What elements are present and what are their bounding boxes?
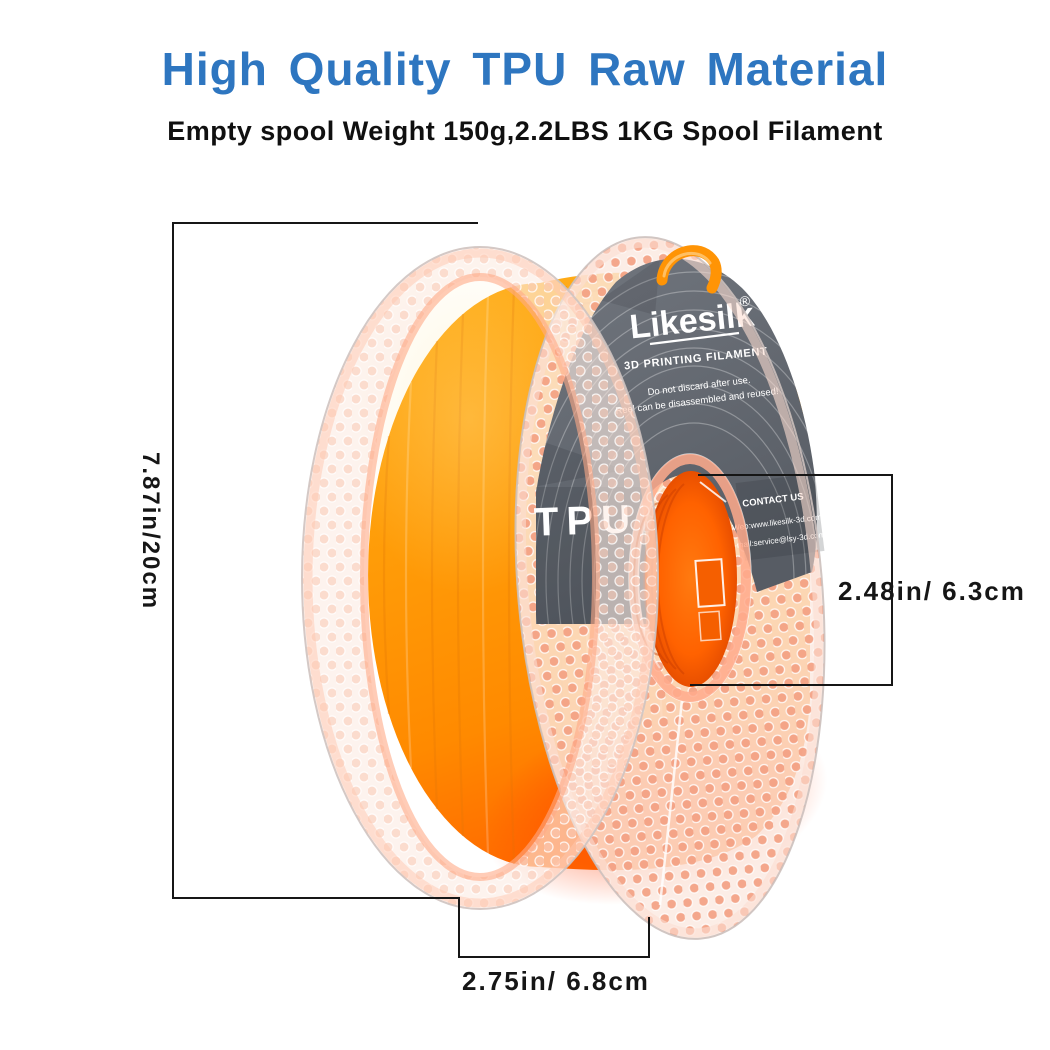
- height-dim-label: 7.87in/20cm: [137, 452, 164, 611]
- width-dim-line-bottom: [458, 956, 650, 958]
- page-title: High Quality TPU Raw Material: [161, 43, 889, 95]
- width-dim-line-left: [458, 897, 460, 958]
- width-dim-label: 2.75in/ 6.8cm: [462, 966, 650, 996]
- brand-underline: [649, 331, 740, 346]
- front-flange: [301, 246, 659, 910]
- hub-dim-label: 2.48in/ 6.3cm: [838, 576, 1026, 606]
- filament-clip: [656, 245, 722, 294]
- flange-seam: [658, 699, 684, 906]
- height-dim-line-bottom: [172, 897, 458, 899]
- hub-seam: [699, 481, 727, 503]
- height-dim-line-top: [172, 222, 478, 224]
- hub-dim-line-top: [698, 474, 893, 476]
- hub-dim-line-vertical: [891, 474, 893, 686]
- brand-trademark: ®: [739, 292, 752, 309]
- label-decor-arcs: [536, 258, 817, 624]
- hub-dim-line-bottom: [690, 684, 893, 686]
- page-subtitle: Empty spool Weight 150g,2.2LBS 1KG Spool…: [167, 116, 883, 146]
- hub-clip-tab: [694, 558, 726, 608]
- hub-clip-tab-small: [698, 610, 722, 642]
- width-dim-line-right: [648, 917, 650, 958]
- back-flange-rim: [514, 236, 826, 940]
- height-dim-line-vertical: [172, 223, 174, 899]
